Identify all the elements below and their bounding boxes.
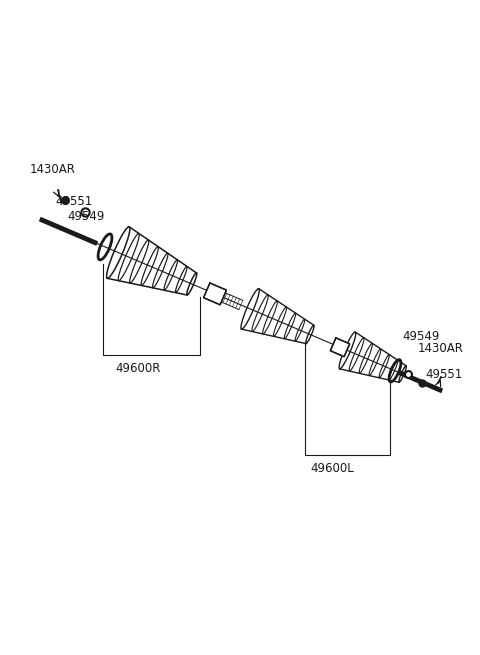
Text: 49551: 49551 <box>55 195 92 208</box>
Text: 49549: 49549 <box>67 210 104 223</box>
Text: 49600L: 49600L <box>310 462 354 475</box>
Text: 1430AR: 1430AR <box>30 163 76 176</box>
Text: 49551: 49551 <box>425 368 462 381</box>
Text: 1430AR: 1430AR <box>418 342 464 355</box>
Polygon shape <box>204 283 227 305</box>
Polygon shape <box>330 338 349 357</box>
Text: 49549: 49549 <box>402 330 439 343</box>
Text: 49600R: 49600R <box>115 362 160 375</box>
